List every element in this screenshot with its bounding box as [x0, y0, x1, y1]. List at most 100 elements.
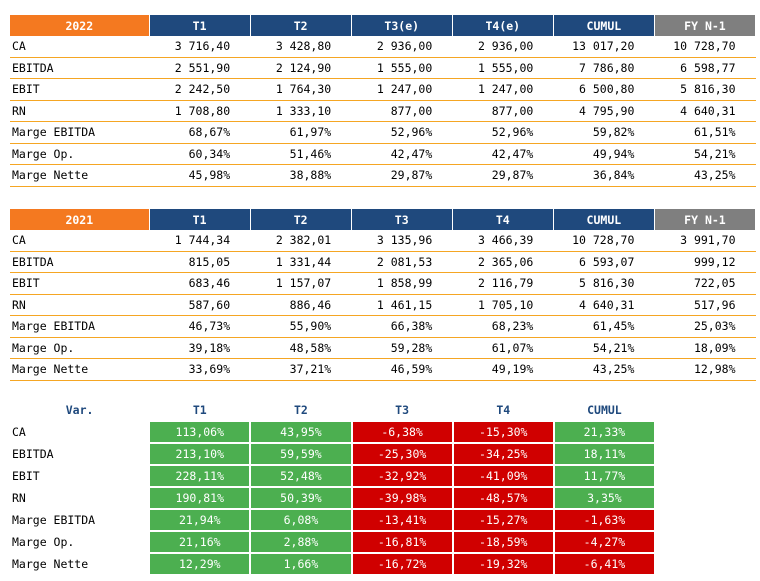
variance-cell: -18,59% — [452, 531, 554, 553]
variance-cell: 18,11% — [553, 443, 655, 465]
variance-cell: 1,66% — [250, 553, 352, 575]
table-cell: 18,09% — [654, 337, 756, 359]
table-cell: 12,98% — [654, 358, 756, 381]
table-header: 2022 T1 T2 T3(e) T4(e) CUMUL FY N-1 — [10, 15, 757, 36]
table-cell: 3 135,96 — [351, 230, 453, 252]
column-header: T3 — [351, 398, 453, 421]
row-label: Marge Nette — [10, 164, 150, 187]
variance-title: Var. — [10, 398, 150, 421]
row-label: RN — [10, 100, 150, 122]
variance-cell: 228,11% — [149, 465, 251, 487]
variance-cell: 50,39% — [250, 487, 352, 509]
variance-cell: -16,72% — [351, 553, 453, 575]
table-row: CA 3 716,40 3 428,80 2 936,00 2 936,00 13 017… — [10, 36, 756, 58]
table-cell: 55,90% — [250, 315, 352, 338]
table-cell: 49,19% — [452, 358, 554, 381]
table-cell: 1 705,10 — [452, 294, 554, 316]
variance-cell: 21,16% — [149, 531, 251, 553]
table-cell: 2 081,53 — [351, 251, 453, 273]
row-label: Marge Op. — [10, 337, 150, 359]
variance-cell: -41,09% — [452, 465, 554, 487]
variance-cell: -32,92% — [351, 465, 453, 487]
row-label: RN — [12, 491, 26, 505]
column-header: T4 — [452, 398, 554, 421]
variance-row: RN 190,81% 50,39% -39,98% -48,57% 3,35% — [10, 487, 655, 509]
table-cell: 29,87% — [452, 164, 554, 187]
table-cell: 6 500,80 — [553, 78, 655, 101]
variance-cell: 59,59% — [250, 443, 352, 465]
table-cell: 54,21% — [654, 143, 756, 165]
table-row: EBITDA 2 551,90 2 124,90 1 555,00 1 555,00 7 … — [10, 57, 756, 79]
column-header: T4 — [452, 209, 554, 230]
table-cell: 68,23% — [452, 315, 554, 338]
table-cell: 46,59% — [351, 358, 453, 381]
row-label: CA — [12, 425, 26, 439]
table-cell: 25,03% — [654, 315, 756, 338]
table-body: CA 1 744,34 2 382,01 3 135,96 3 466,39 10 728… — [10, 230, 756, 381]
table-cell: 1 764,30 — [250, 78, 352, 101]
column-header: T1 — [149, 15, 251, 36]
column-header: FY N-1 — [654, 15, 757, 36]
table-row: Marge Op. 39,18% 48,58% 59,28% 61,07% 54,21% 1… — [10, 337, 756, 359]
table-cell: 3 991,70 — [654, 230, 756, 252]
variance-cell: -15,27% — [452, 509, 554, 531]
table-cell: 2 124,90 — [250, 57, 352, 79]
table-row: Marge Nette 45,98% 38,88% 29,87% 29,87% 36,84… — [10, 164, 756, 187]
table-cell: 4 640,31 — [654, 100, 756, 122]
table-cell: 1 247,00 — [351, 78, 453, 101]
table-cell: 38,88% — [250, 164, 352, 187]
column-header: CUMUL — [553, 15, 655, 36]
variance-cell: -19,32% — [452, 553, 554, 575]
table-cell: 43,25% — [553, 358, 655, 381]
table-cell: 877,00 — [351, 100, 453, 122]
table-cell: 10 728,70 — [553, 230, 655, 252]
table-cell: 886,46 — [250, 294, 352, 316]
row-label: Marge EBITDA — [10, 315, 150, 338]
variance-cell: 3,35% — [553, 487, 655, 509]
table-row: EBIT 683,46 1 157,07 1 858,99 2 116,79 5 816,… — [10, 272, 756, 295]
variance-row: Marge Nette 12,29% 1,66% -16,72% -19,32% -6,4… — [10, 553, 655, 575]
table-cell: 6 598,77 — [654, 57, 756, 79]
variance-cell: -1,63% — [553, 509, 655, 531]
variance-cell: -48,57% — [452, 487, 554, 509]
table-cell: 1 247,00 — [452, 78, 554, 101]
variance-cell: -6,38% — [351, 421, 453, 443]
table-cell: 877,00 — [452, 100, 554, 122]
table-cell: 42,47% — [452, 143, 554, 165]
table-cell: 517,96 — [654, 294, 756, 316]
table-row: Marge Op. 60,34% 51,46% 42,47% 42,47% 49,94% 5… — [10, 143, 756, 165]
variance-row: EBITDA 213,10% 59,59% -25,30% -34,25% 18,11% — [10, 443, 655, 465]
column-header: CUMUL — [553, 398, 655, 421]
table-cell: 54,21% — [553, 337, 655, 359]
column-header: T2 — [250, 398, 352, 421]
table-row: RN 1 708,80 1 333,10 877,00 877,00 4 795,90 4 … — [10, 100, 756, 122]
variance-row: CA 113,06% 43,95% -6,38% -15,30% 21,33% — [10, 421, 655, 443]
variance-cell: -39,98% — [351, 487, 453, 509]
table-row: Marge EBITDA 68,67% 61,97% 52,96% 52,96% 59,8… — [10, 121, 756, 144]
variance-body: CA 113,06% 43,95% -6,38% -15,30% 21,33% EBITDA… — [10, 421, 655, 575]
table-row: CA 1 744,34 2 382,01 3 135,96 3 466,39 10 728… — [10, 230, 756, 252]
table-cell: 46,73% — [149, 315, 251, 338]
table-cell: 3 466,39 — [452, 230, 554, 252]
table-cell: 61,51% — [654, 121, 756, 144]
table-cell: 59,28% — [351, 337, 453, 359]
column-header: T1 — [149, 398, 251, 421]
table-cell: 2 242,50 — [149, 78, 251, 101]
variance-cell: 52,48% — [250, 465, 352, 487]
variance-row: EBIT 228,11% 52,48% -32,92% -41,09% 11,77% — [10, 465, 655, 487]
table-cell: 45,98% — [149, 164, 251, 187]
table-cell: 61,07% — [452, 337, 554, 359]
table-cell: 2 382,01 — [250, 230, 352, 252]
year-header: 2022 — [10, 15, 150, 36]
variance-cell: -34,25% — [452, 443, 554, 465]
variance-row: Marge Op. 21,16% 2,88% -16,81% -18,59% -4,27% — [10, 531, 655, 553]
table-cell: 4 795,90 — [553, 100, 655, 122]
variance-cell: 190,81% — [149, 487, 251, 509]
row-label: EBIT — [12, 469, 40, 483]
variance-cell: 113,06% — [149, 421, 251, 443]
row-label: EBITDA — [10, 251, 150, 273]
variance-cell: 43,95% — [250, 421, 352, 443]
table-cell: 52,96% — [452, 121, 554, 144]
table-row: RN 587,60 886,46 1 461,15 1 705,10 4 640,31 51… — [10, 294, 756, 316]
variance-cell: -6,41% — [553, 553, 655, 575]
